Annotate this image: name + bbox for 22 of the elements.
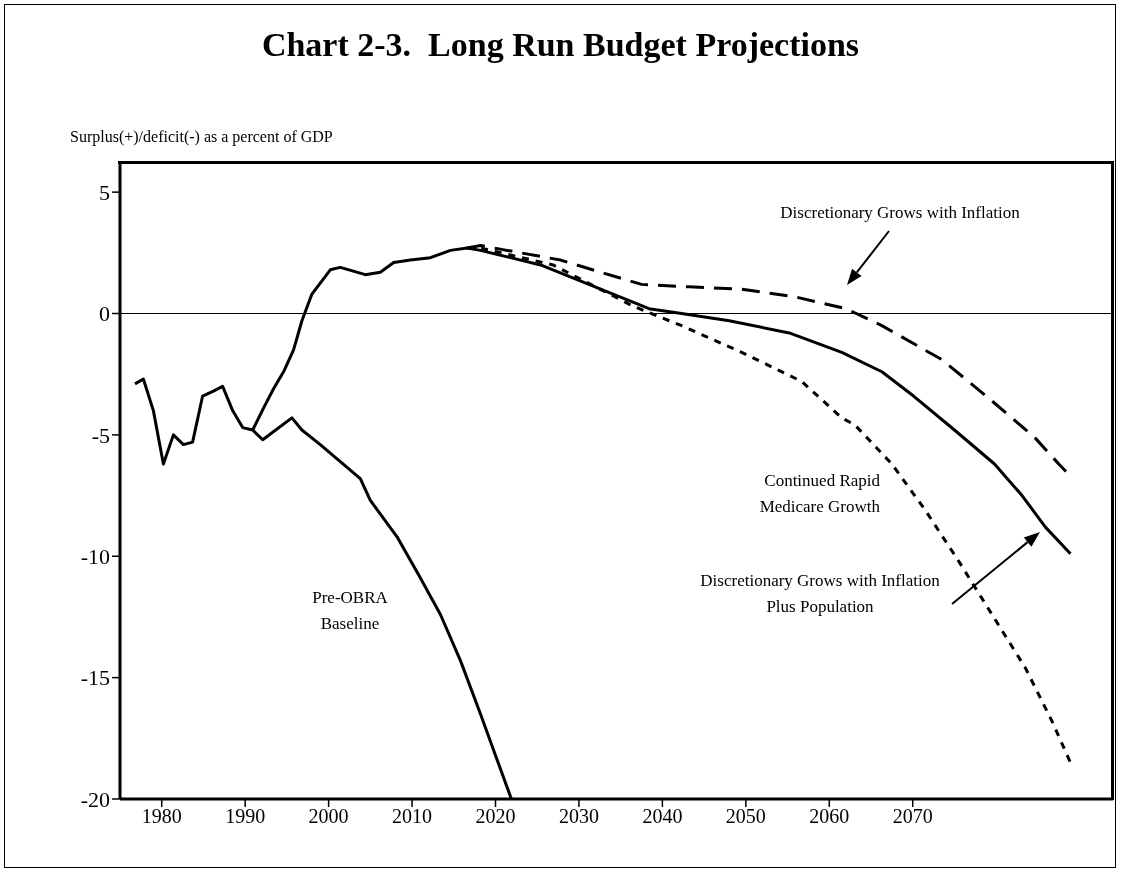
x-tick-label: 2050 bbox=[725, 805, 766, 828]
y-tick-label: -5 bbox=[91, 422, 110, 448]
text: Discretionary Grows with Inflation bbox=[779, 202, 1021, 224]
x-tick-label: 2040 bbox=[642, 805, 683, 828]
y-tick-label: 0 bbox=[99, 301, 110, 327]
chart-title: Chart 2-3. Long Run Budget Projections bbox=[260, 26, 861, 64]
text: Discretionary Grows with Inflation Plus Population bbox=[699, 570, 941, 618]
x-tick-label: 1990 bbox=[225, 805, 266, 828]
y-tick-label: 5 bbox=[99, 179, 110, 205]
y-tick-label: -15 bbox=[80, 665, 110, 691]
y-tick-label: -20 bbox=[80, 786, 110, 812]
y-tick-label: -10 bbox=[80, 544, 110, 570]
x-tick-label: 2070 bbox=[892, 805, 933, 828]
x-tick-label: 2020 bbox=[475, 805, 516, 828]
x-tick-label: 2000 bbox=[308, 805, 349, 828]
x-tick-label: 2010 bbox=[392, 805, 433, 828]
y-axis-title: Surplus(+)/deficit(-) as a percent of GDP bbox=[70, 128, 333, 146]
series-label: Pre-OBRA Baseline bbox=[311, 587, 389, 635]
x-tick-label: 2030 bbox=[558, 805, 599, 828]
series-label: Continued Rapid Medicare Growth bbox=[758, 470, 880, 518]
x-tick-label: 1980 bbox=[141, 805, 182, 828]
x-tick-label: 2060 bbox=[809, 805, 850, 828]
